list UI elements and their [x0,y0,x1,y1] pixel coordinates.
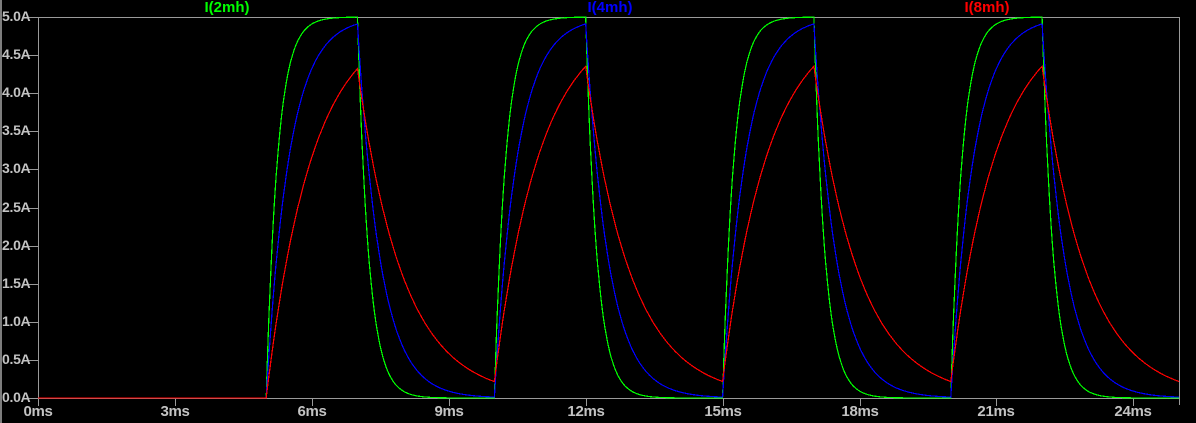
y-tick-label-0.5a: 0.5A [2,351,31,367]
x-tick-label-6ms: 6ms [297,403,327,420]
y-tick-label-2.5a: 2.5A [2,199,31,215]
trace-label-i2mh[interactable]: I(2mh) [204,0,250,16]
y-tick-label-3.0a: 3.0A [2,160,31,176]
y-tick-label-1.5a: 1.5A [2,275,31,291]
window-border [0,0,2,423]
trace-label-i8mh[interactable]: I(8mh) [964,0,1010,16]
x-tick-label-21ms: 21ms [977,403,1015,420]
x-tick-label-9ms: 9ms [434,403,464,420]
y-tick-label-4.5a: 4.5A [2,46,31,62]
trace-i8mh[interactable] [38,64,1180,399]
x-tick-label-15ms: 15ms [704,403,742,420]
y-tick-label-5.0a: 5.0A [2,8,31,24]
x-tick-label-18ms: 18ms [841,403,879,420]
y-tick-label-3.5a: 3.5A [2,122,31,138]
y-tick-label-0.0a: 0.0A [2,389,31,405]
trace-label-i4mh[interactable]: I(4mh) [587,0,633,16]
x-tick-label-0ms: 0ms [23,403,53,420]
trace-i2mh[interactable] [38,16,1179,399]
x-tick-label-12ms: 12ms [567,403,605,420]
x-tick-label-24ms: 24ms [1114,403,1152,420]
x-tick-label-3ms: 3ms [160,403,190,420]
y-tick-label-2.0a: 2.0A [2,237,31,253]
y-tick-label-1.0a: 1.0A [2,313,31,329]
trace-i4mh[interactable] [38,23,1180,399]
y-tick-label-4.0a: 4.0A [2,84,31,100]
